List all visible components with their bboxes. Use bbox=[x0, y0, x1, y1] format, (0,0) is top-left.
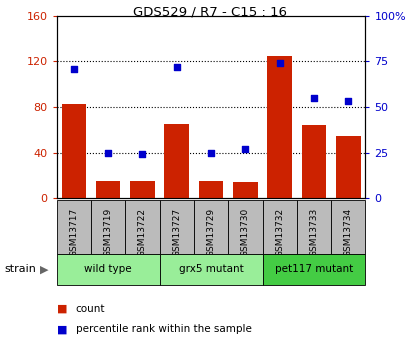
Point bbox=[208, 150, 215, 155]
Text: GSM13732: GSM13732 bbox=[275, 208, 284, 257]
Point bbox=[276, 60, 283, 66]
Text: count: count bbox=[76, 304, 105, 314]
Bar bbox=[194, 200, 228, 254]
Bar bbox=[336, 136, 361, 198]
Point bbox=[105, 150, 112, 155]
Bar bbox=[164, 124, 189, 198]
Bar bbox=[262, 200, 297, 254]
Text: GSM13733: GSM13733 bbox=[310, 208, 318, 257]
Point bbox=[242, 146, 249, 152]
Bar bbox=[96, 181, 121, 198]
Text: percentile rank within the sample: percentile rank within the sample bbox=[76, 325, 252, 334]
Bar bbox=[61, 104, 86, 198]
Text: GSM13722: GSM13722 bbox=[138, 208, 147, 257]
Text: GSM13734: GSM13734 bbox=[344, 208, 353, 257]
Bar bbox=[199, 181, 223, 198]
Bar bbox=[267, 56, 292, 198]
Point bbox=[310, 95, 318, 101]
Text: GSM13717: GSM13717 bbox=[69, 208, 79, 257]
Point bbox=[173, 64, 180, 69]
Bar bbox=[57, 254, 160, 285]
Text: GSM13719: GSM13719 bbox=[104, 208, 113, 257]
Point bbox=[345, 99, 352, 104]
Bar bbox=[297, 200, 331, 254]
Bar bbox=[302, 125, 326, 198]
Text: GSM13729: GSM13729 bbox=[207, 208, 215, 257]
Text: GSM13727: GSM13727 bbox=[172, 208, 181, 257]
Bar bbox=[91, 200, 125, 254]
Bar bbox=[160, 254, 262, 285]
Bar bbox=[125, 200, 160, 254]
Text: GDS529 / R7 - C15 : 16: GDS529 / R7 - C15 : 16 bbox=[133, 5, 287, 18]
Text: ■: ■ bbox=[57, 304, 67, 314]
Bar bbox=[57, 200, 91, 254]
Point bbox=[71, 66, 77, 71]
Bar bbox=[160, 200, 194, 254]
Text: strain: strain bbox=[4, 265, 36, 274]
Text: wild type: wild type bbox=[84, 265, 132, 274]
Bar bbox=[262, 254, 365, 285]
Text: GSM13730: GSM13730 bbox=[241, 208, 250, 257]
Text: grx5 mutant: grx5 mutant bbox=[178, 265, 244, 274]
Text: ■: ■ bbox=[57, 325, 67, 334]
Text: pet117 mutant: pet117 mutant bbox=[275, 265, 353, 274]
Bar bbox=[228, 200, 262, 254]
Bar bbox=[331, 200, 365, 254]
Bar bbox=[233, 183, 258, 198]
Text: ▶: ▶ bbox=[40, 265, 48, 274]
Point bbox=[139, 152, 146, 157]
Bar bbox=[130, 181, 155, 198]
